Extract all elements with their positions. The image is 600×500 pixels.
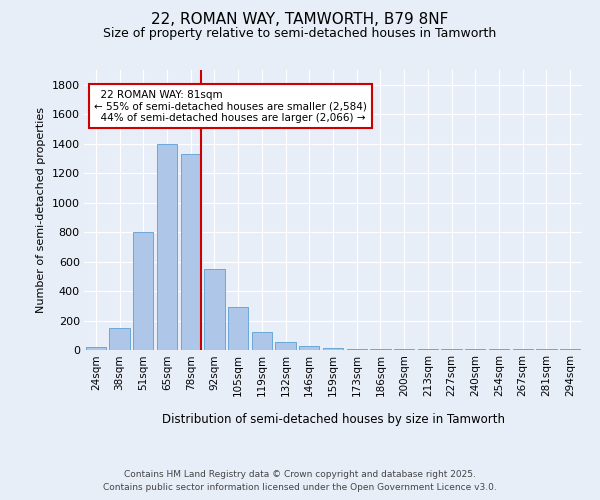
Bar bbox=[275, 342, 296, 350]
Bar bbox=[323, 348, 343, 350]
Bar bbox=[109, 328, 130, 350]
Y-axis label: Number of semi-detached properties: Number of semi-detached properties bbox=[36, 107, 46, 313]
Text: 22 ROMAN WAY: 81sqm
← 55% of semi-detached houses are smaller (2,584)
  44% of s: 22 ROMAN WAY: 81sqm ← 55% of semi-detach… bbox=[94, 90, 367, 123]
Text: Size of property relative to semi-detached houses in Tamworth: Size of property relative to semi-detach… bbox=[103, 28, 497, 40]
Text: Contains HM Land Registry data © Crown copyright and database right 2025.: Contains HM Land Registry data © Crown c… bbox=[124, 470, 476, 479]
Bar bbox=[133, 232, 154, 350]
Text: Distribution of semi-detached houses by size in Tamworth: Distribution of semi-detached houses by … bbox=[161, 412, 505, 426]
Bar bbox=[205, 269, 224, 350]
Bar bbox=[228, 308, 248, 350]
Bar bbox=[86, 347, 106, 350]
Text: 22, ROMAN WAY, TAMWORTH, B79 8NF: 22, ROMAN WAY, TAMWORTH, B79 8NF bbox=[151, 12, 449, 28]
Bar bbox=[157, 144, 177, 350]
Bar bbox=[299, 346, 319, 350]
Bar bbox=[252, 332, 272, 350]
Bar bbox=[181, 154, 201, 350]
Bar bbox=[560, 348, 580, 350]
Text: Contains public sector information licensed under the Open Government Licence v3: Contains public sector information licen… bbox=[103, 482, 497, 492]
